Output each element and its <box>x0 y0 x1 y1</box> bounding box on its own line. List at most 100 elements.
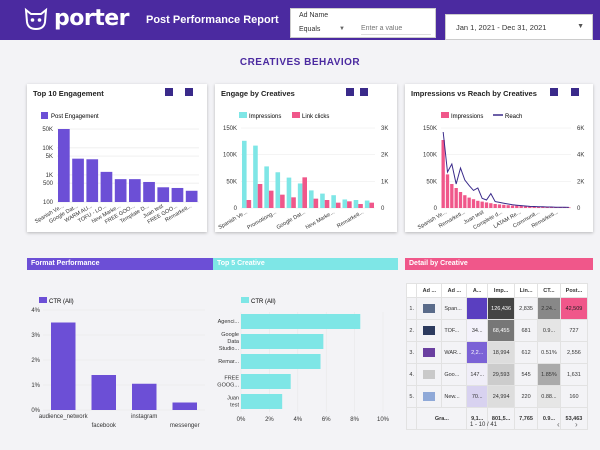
y-tick-label: 50K <box>42 127 53 133</box>
link-clicks-bar <box>324 200 330 208</box>
date-range-picker[interactable]: Jan 1, 2021 - Dec 31, 2021 ▼ <box>445 14 593 40</box>
filter-operator[interactable]: Equals <box>299 26 321 33</box>
col-header[interactable]: Imp... <box>487 283 516 298</box>
y-right-tick-label: 4K <box>577 153 584 159</box>
table-row[interactable]: 3. WAR... 2,2... 18,994 612 0.51% 2,556 <box>405 341 589 364</box>
export-icon[interactable] <box>346 88 354 96</box>
link-clicks-bar <box>246 200 252 208</box>
bar <box>143 181 155 202</box>
y-tick-label: Data <box>227 339 240 345</box>
engage-by-creatives-card: Engage by Creatives Impressions Link cli… <box>215 84 397 232</box>
impressions-bar <box>480 201 484 208</box>
y-tick-label: 150K <box>423 126 437 132</box>
y-tick-label: Juan <box>227 396 239 402</box>
impressions-bar <box>471 199 476 208</box>
prev-page-icon[interactable]: ‹ <box>557 420 560 429</box>
panel-title: Format Performance <box>31 260 100 267</box>
impressions-bar <box>441 140 445 208</box>
col-header[interactable]: Ad ... <box>416 283 443 298</box>
impressions-bar <box>275 172 281 208</box>
options-icon[interactable] <box>185 88 193 96</box>
ad-name-cell: Span... <box>441 297 468 320</box>
chevron-down-icon[interactable]: ▼ <box>339 26 345 32</box>
impressions-bar <box>286 177 292 208</box>
bar <box>72 158 84 202</box>
bar <box>241 354 321 369</box>
col-header[interactable]: CT... <box>537 283 561 298</box>
table-row[interactable]: 4. Goo... 147... 29,593 545 1.85% 1,631 <box>405 363 589 386</box>
impressions-bar <box>502 204 506 208</box>
y-tick-label: 1% <box>31 383 40 389</box>
panel-title: Detail by Creative <box>409 260 468 267</box>
card-title: Top 10 Engagement <box>33 89 104 98</box>
next-page-icon[interactable]: › <box>575 420 578 429</box>
cell: 7,765 <box>514 407 538 430</box>
cell: 2,835 <box>514 297 538 320</box>
export-icon[interactable] <box>165 88 173 96</box>
cell: 147... <box>466 363 489 386</box>
dropdown-arrow-icon[interactable]: ▼ <box>577 23 584 30</box>
y-tick-label: Remar... <box>218 359 239 365</box>
impressions-bar <box>458 192 463 208</box>
y-tick-label: Google <box>221 332 239 338</box>
reach-line <box>442 131 569 208</box>
y-right-tick-label: 0 <box>381 206 385 212</box>
cell: 2,2... <box>466 341 489 364</box>
col-header[interactable]: Ad ... <box>441 283 468 298</box>
link-clicks-bar <box>268 190 274 208</box>
impressions-bar <box>467 197 471 208</box>
impressions-bar <box>450 184 454 208</box>
y-tick-label: FREE <box>224 376 239 382</box>
y-tick-label: 150K <box>223 126 237 132</box>
export-icon[interactable] <box>550 88 558 96</box>
legend-label: CTR (All) <box>49 299 74 305</box>
options-icon[interactable] <box>360 88 368 96</box>
link-clicks-bar <box>358 204 363 208</box>
col-header[interactable]: Lin... <box>514 283 538 298</box>
thumbnail <box>416 297 443 320</box>
card-title: Engage by Creatives <box>221 89 295 98</box>
y-tick-label: 100K <box>223 153 237 159</box>
y-right-tick-label: 0 <box>577 206 581 212</box>
x-tick-label: 6% <box>322 417 331 423</box>
card-title: Impressions vs Reach by Creatives <box>411 89 537 98</box>
y-tick-label: Studio... <box>219 346 240 352</box>
impressions-bar <box>536 206 541 208</box>
cell: 1.85% <box>537 363 561 386</box>
thumbnail <box>416 385 443 408</box>
impressions-bar <box>297 183 303 208</box>
impressions-bar <box>320 193 325 208</box>
table-row[interactable]: 5. New... 70... 24,994 220 0.88... 160 <box>405 385 589 408</box>
bar <box>91 375 116 410</box>
col-header[interactable]: Post... <box>559 283 589 298</box>
link-clicks-bar <box>347 201 352 208</box>
format-performance-chart: CTR (All) 4% 3% 2% 1% 0% audience_networkfac… <box>31 297 205 429</box>
y-right-tick-label: 2K <box>381 153 388 159</box>
ad-name-filter[interactable]: Ad Name Equals ▼ <box>290 8 436 38</box>
impressions-vs-reach-card: Impressions vs Reach by Creatives Impres… <box>405 84 593 232</box>
ad-name-cell: New... <box>441 385 468 408</box>
x-tick-label: facebook <box>92 423 117 429</box>
cat-logo-icon <box>24 7 48 31</box>
col-header[interactable]: A... <box>466 283 489 298</box>
engage-chart: Impressions Link clicks 150K 100K 50K 0 3K 2… <box>218 112 388 231</box>
x-tick-label: 0% <box>237 417 246 423</box>
table-row[interactable]: 2. TOF... 34... 68,455 681 0.9... 727 <box>405 319 589 342</box>
bar <box>157 187 170 202</box>
table-row[interactable]: 1. Span... 126,436 2,835 2.24... 42,509 <box>405 297 589 320</box>
link-clicks-bar <box>335 202 341 208</box>
cell: 220 <box>514 385 538 408</box>
y-tick-label: 500 <box>43 181 54 187</box>
bar <box>172 402 197 410</box>
options-icon[interactable] <box>571 88 579 96</box>
y-right-tick-label: 1K <box>381 179 388 185</box>
filter-value-input[interactable] <box>361 23 431 35</box>
impressions-bar <box>519 206 523 208</box>
impressions-bar <box>545 206 549 208</box>
cell: 42,509 <box>559 297 589 320</box>
y-tick-label: test <box>230 403 239 409</box>
cell: 0.9... <box>537 407 561 430</box>
x-tick-label: Promotiong... <box>246 209 278 231</box>
impressions-bar <box>454 188 458 208</box>
